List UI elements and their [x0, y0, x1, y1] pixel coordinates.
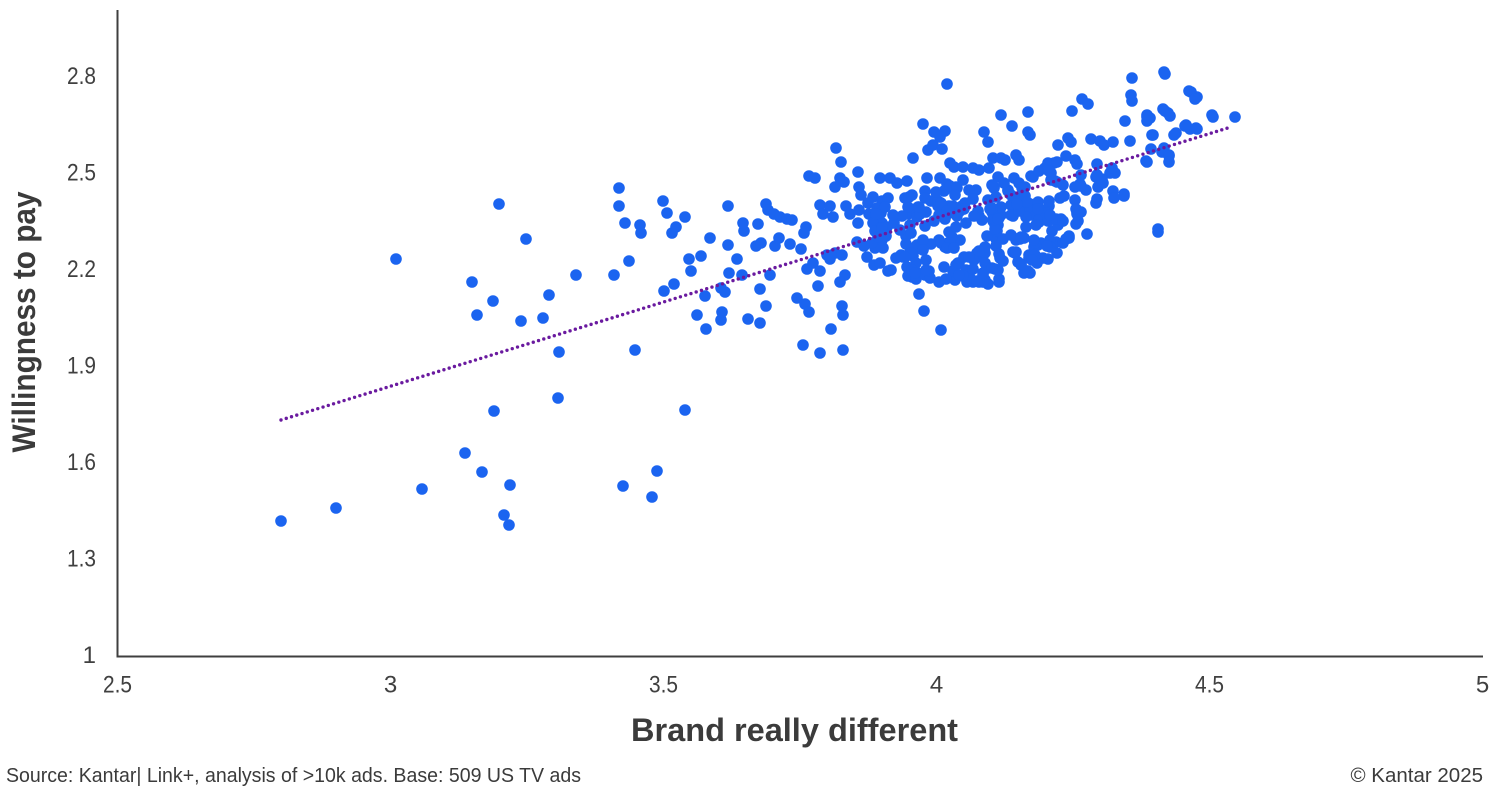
svg-text:1.3: 1.3 [67, 546, 96, 573]
svg-text:1.6: 1.6 [67, 449, 96, 476]
svg-text:© Kantar 2025: © Kantar 2025 [1351, 764, 1484, 787]
svg-text:1.9: 1.9 [67, 353, 96, 380]
svg-text:4: 4 [930, 672, 943, 699]
svg-text:Brand really different: Brand really different [631, 712, 958, 748]
svg-text:1: 1 [83, 642, 96, 669]
svg-text:3: 3 [384, 672, 397, 699]
svg-text:3.5: 3.5 [649, 672, 678, 699]
svg-text:4.5: 4.5 [1195, 672, 1224, 699]
svg-text:Source: Kantar| Link+, analysi: Source: Kantar| Link+, analysis of >10k … [6, 764, 581, 787]
svg-text:2.8: 2.8 [67, 63, 96, 90]
svg-text:5: 5 [1476, 672, 1489, 699]
svg-text:2.5: 2.5 [67, 160, 96, 187]
svg-text:2.2: 2.2 [67, 256, 96, 283]
svg-text:Willingness to pay: Willingness to pay [6, 191, 42, 452]
svg-text:2.5: 2.5 [103, 672, 132, 699]
